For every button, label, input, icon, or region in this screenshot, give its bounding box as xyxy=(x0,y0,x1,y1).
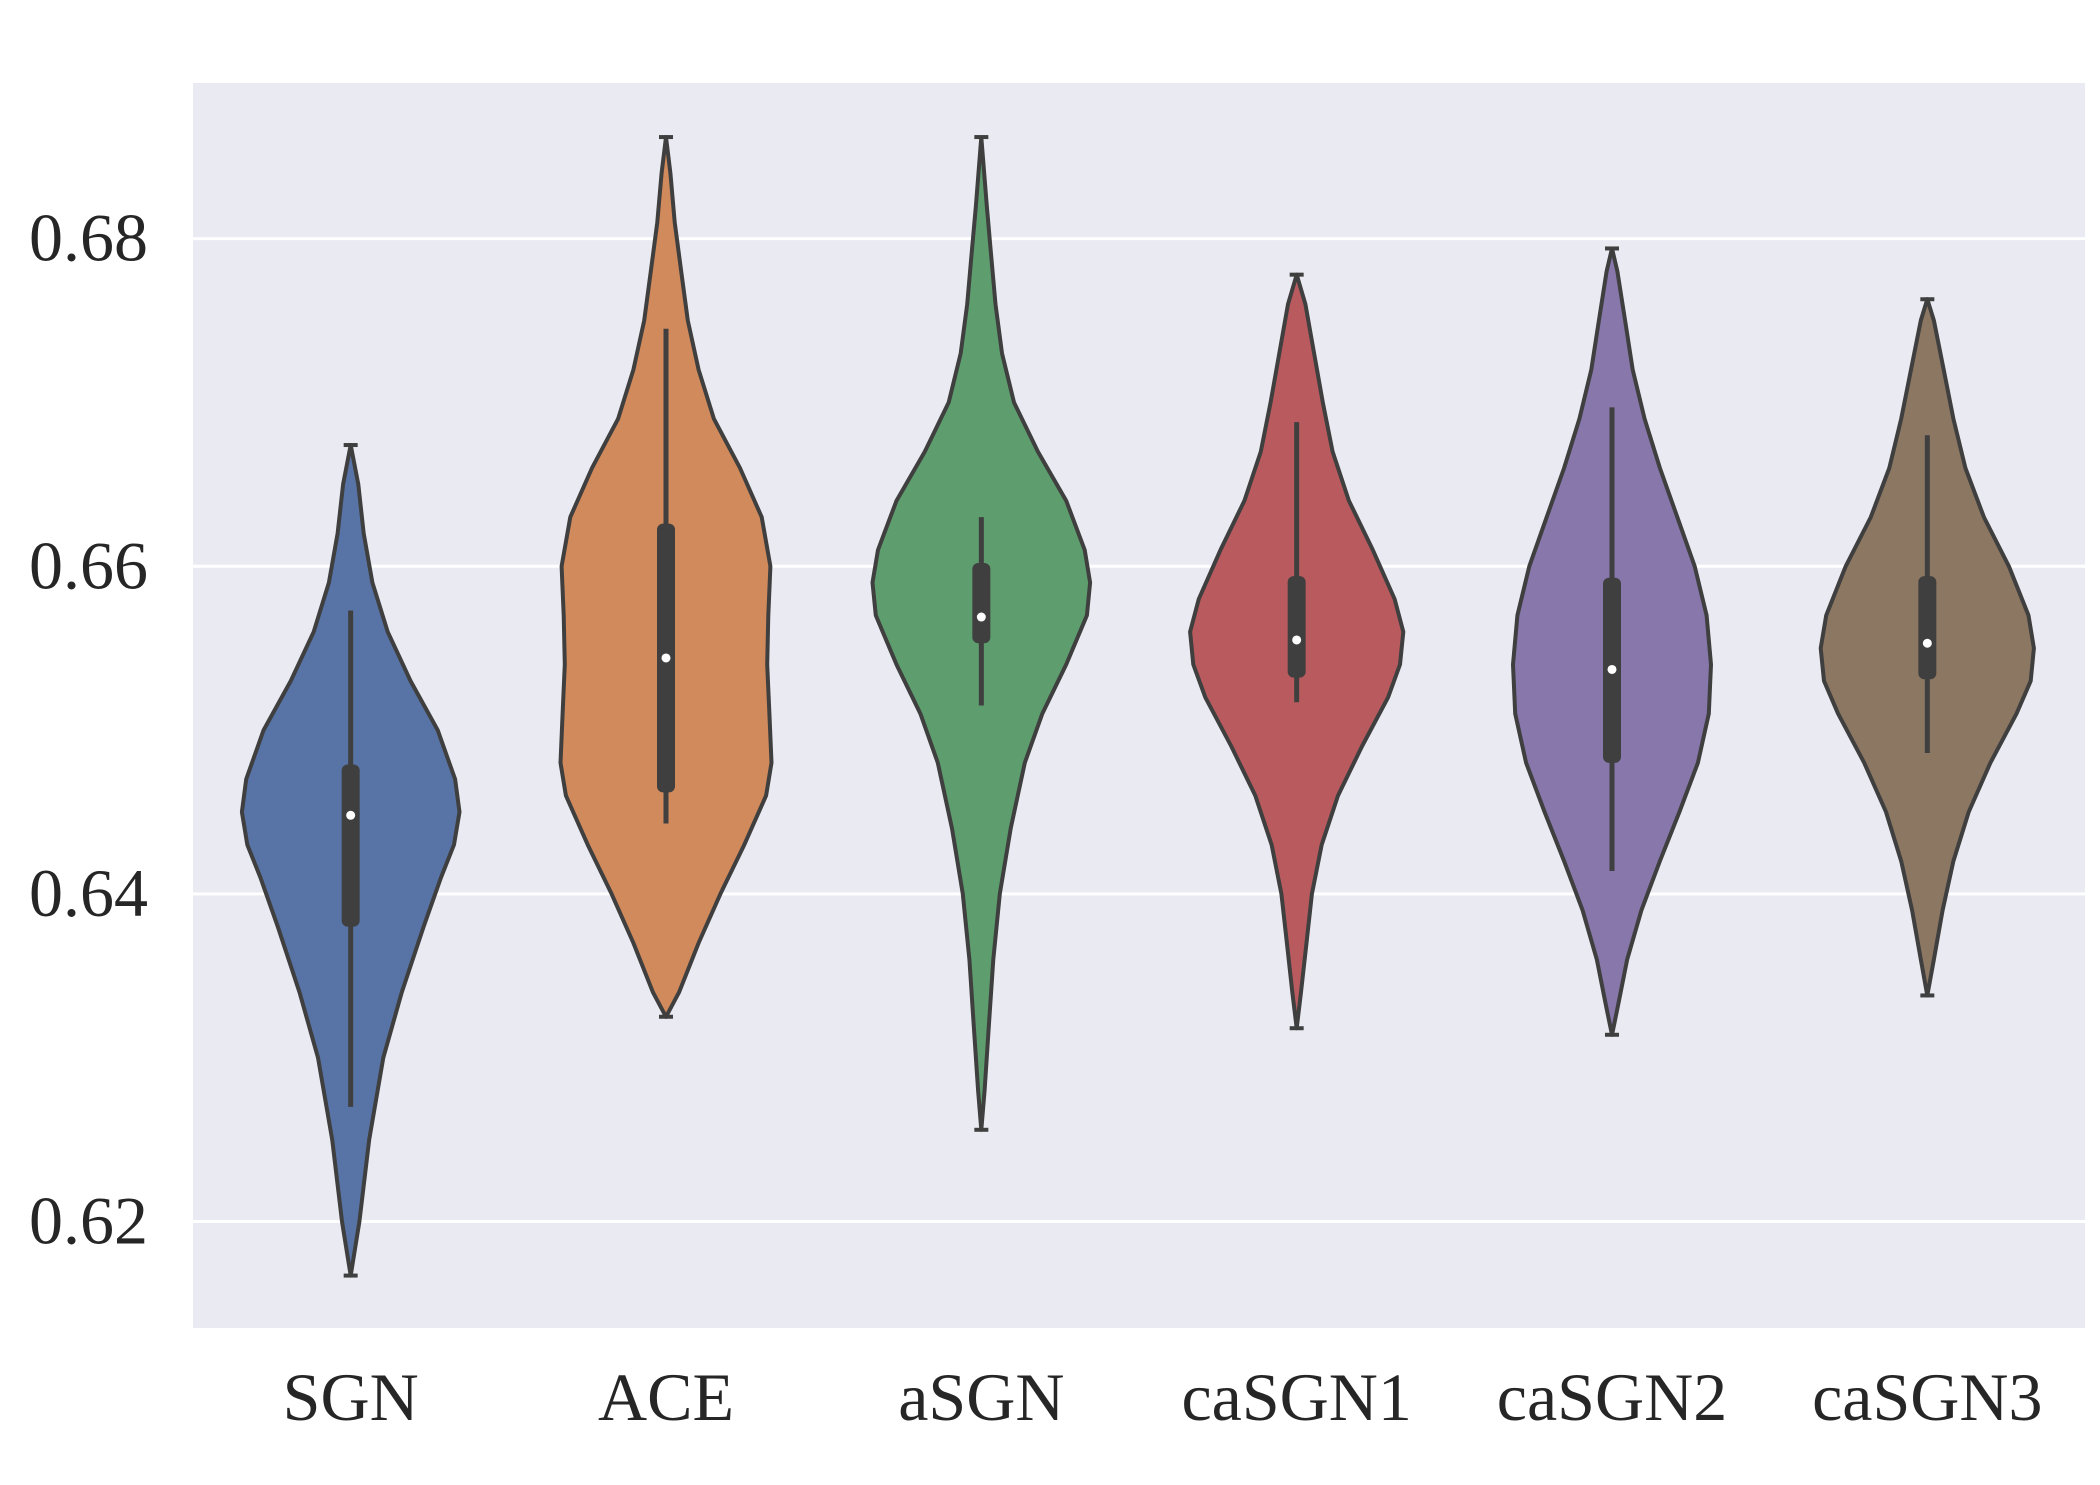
y-axis: 0.62 0.64 0.66 0.68 xyxy=(29,200,148,1259)
y-tick-label: 0.62 xyxy=(29,1183,148,1259)
y-tick-label: 0.64 xyxy=(29,855,148,931)
iqr-box xyxy=(341,764,360,927)
x-tick-label: SGN xyxy=(283,1359,419,1435)
gridlines xyxy=(193,237,2085,1224)
x-tick-label: caSGN3 xyxy=(1812,1359,2042,1435)
x-tick-label: caSGN2 xyxy=(1497,1359,1727,1435)
median-marker xyxy=(346,810,356,820)
median-marker xyxy=(976,612,986,622)
median-marker xyxy=(661,653,671,663)
median-marker xyxy=(1607,664,1617,674)
y-tick-label: 0.68 xyxy=(29,200,148,276)
iqr-box xyxy=(1918,576,1937,680)
violins xyxy=(239,135,2036,1278)
iqr-box xyxy=(1287,576,1306,678)
x-tick-label: ACE xyxy=(598,1359,734,1435)
median-marker xyxy=(1292,635,1302,645)
median-marker xyxy=(1922,638,1932,648)
y-tick-label: 0.66 xyxy=(29,527,148,603)
iqr-box xyxy=(972,562,991,644)
x-axis: SGN ACE aSGN caSGN1 caSGN2 caSGN3 xyxy=(283,1359,2043,1435)
x-tick-label: caSGN1 xyxy=(1181,1359,1411,1435)
x-tick-label: aSGN xyxy=(898,1359,1064,1435)
plot-background xyxy=(193,83,2085,1328)
